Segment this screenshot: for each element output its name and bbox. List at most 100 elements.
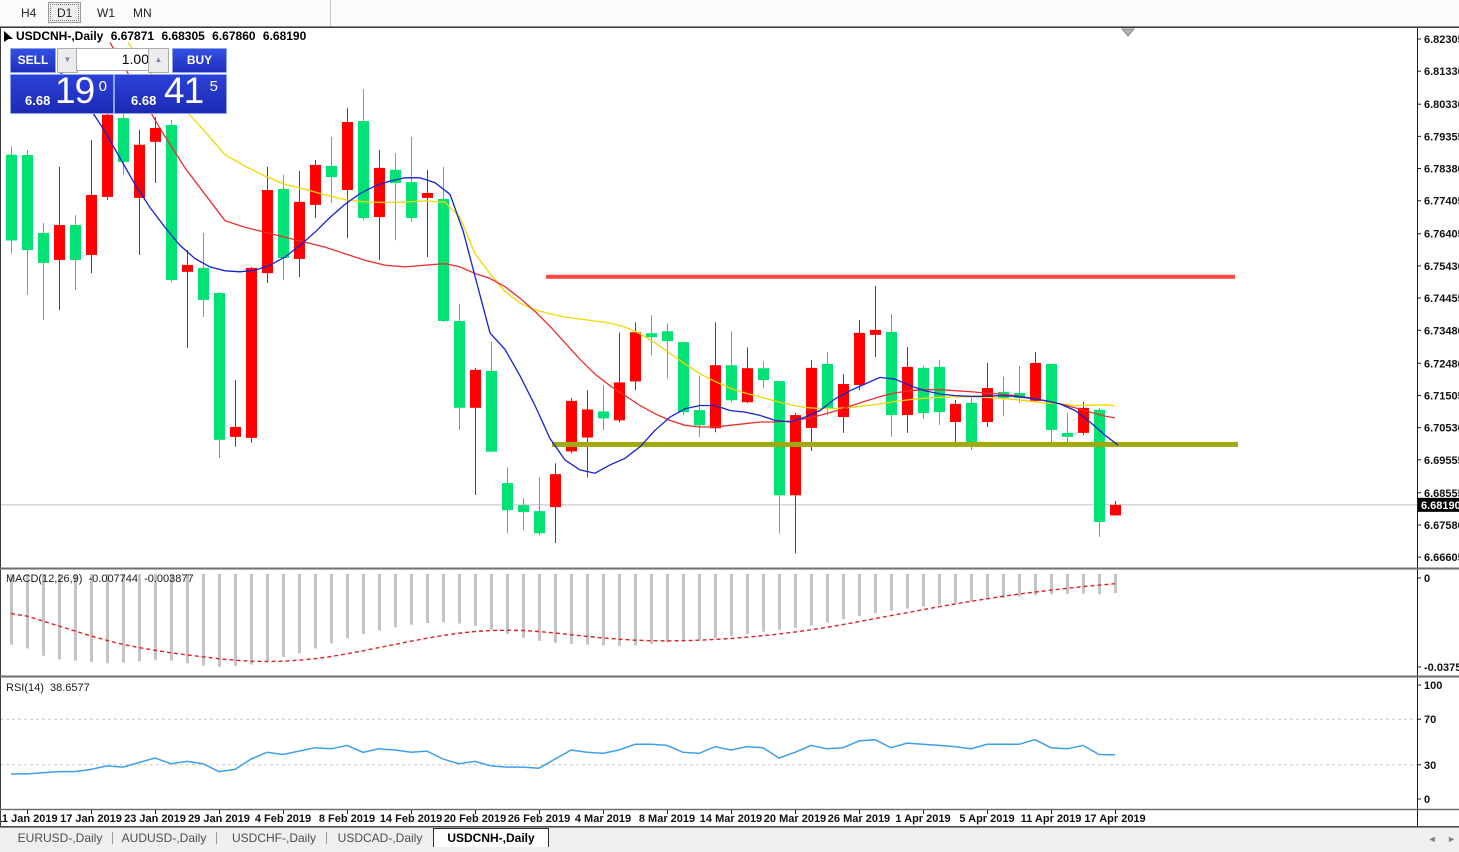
date-axis-label: 23 Jan 2019	[124, 813, 186, 825]
macd-scale-label: 0	[1424, 573, 1430, 585]
rsi-scale-label: 70	[1424, 714, 1436, 726]
sell-button[interactable]: SELL	[10, 48, 56, 73]
ma-slow-yellow-line	[127, 42, 1116, 410]
date-axis-label: 17 Apr 2019	[1084, 813, 1145, 825]
candle-body	[550, 474, 561, 508]
chart-cursor-icon	[4, 31, 13, 42]
timeframe-mn-button[interactable]: MN	[124, 2, 161, 23]
macd-name: MACD(12,26,9)	[6, 573, 83, 585]
candle-body	[326, 165, 337, 178]
ohlc-low: 6.67860	[212, 29, 256, 43]
candle-body	[662, 331, 673, 342]
volume-input[interactable]: 1.00	[76, 48, 156, 71]
candle-body	[518, 505, 529, 513]
candle-body	[534, 511, 545, 534]
candle-body	[758, 368, 769, 381]
candle-body	[230, 426, 241, 437]
buy-button[interactable]: BUY	[172, 48, 227, 73]
tab-usdcnh-daily-active[interactable]: USDCNH-,Daily	[433, 828, 549, 847]
sell-price-main: 19	[55, 70, 95, 111]
price-axis-label: 6.76405	[1424, 229, 1459, 241]
date-axis-label: 14 Feb 2019	[380, 813, 442, 825]
candle-body	[54, 224, 65, 260]
price-axis-label: 6.77405	[1424, 196, 1459, 208]
sell-price-box[interactable]: 6.68 19 0	[10, 70, 114, 114]
date-axis-label: 11 Apr 2019	[1021, 813, 1082, 825]
candle-body	[486, 370, 497, 452]
rsi-value: 38.6577	[49, 682, 90, 694]
candle-body	[582, 409, 593, 438]
buy-price-box[interactable]: 6.68 41 5	[114, 70, 227, 114]
candle-body	[134, 144, 145, 198]
candle-body	[1110, 504, 1121, 516]
timeframe-d1-button[interactable]: D1	[48, 2, 82, 23]
date-axis-label: 20 Mar 2019	[764, 813, 826, 825]
tab-eurusd-daily[interactable]: EURUSD-,Daily	[17, 831, 103, 845]
one-click-trade-panel: SELL ▼ 1.00 ▲ BUY 6.68 19 0 6.68 41 5	[10, 47, 227, 114]
date-axis-label: 11 Jan 2019	[0, 813, 58, 825]
date-axis-label: 26 Feb 2019	[508, 813, 570, 825]
date-axis-label: 8 Feb 2019	[319, 813, 375, 825]
candle-body	[166, 124, 177, 281]
price-axis-label: 6.69555	[1424, 455, 1459, 467]
tab-separator	[216, 832, 217, 844]
ohlc-high: 6.68305	[161, 29, 205, 43]
candle-body	[406, 182, 417, 219]
tab-usdcad-daily[interactable]: USDCAD-,Daily	[337, 831, 423, 845]
candle-body	[102, 114, 113, 197]
price-axis-label: 6.79355	[1424, 131, 1459, 143]
current-price-tag-text: 6.68190	[1421, 500, 1459, 512]
candle-body	[870, 329, 881, 335]
tab-audusd-daily[interactable]: AUDUSD-,Daily	[121, 831, 207, 845]
timeframe-w1-button[interactable]: W1	[88, 2, 124, 23]
candle-body	[278, 189, 289, 258]
price-axis-label: 6.78380	[1424, 164, 1459, 176]
candle-body	[950, 403, 961, 423]
rsi-label: RSI(14) 38.6577	[6, 682, 93, 694]
resistance-trendline[interactable]	[546, 274, 1235, 279]
candle-body	[1062, 432, 1073, 437]
macd-main-value: -0.007744	[88, 573, 139, 585]
buy-price-pipette: 5	[209, 78, 218, 95]
chart-ohlc-header: USDCNH-,Daily 6.67871 6.68305 6.67860 6.…	[16, 29, 310, 43]
tab-usdchf-daily[interactable]: USDCHF-,Daily	[232, 831, 316, 845]
timeframe-h4-button[interactable]: H4	[12, 2, 45, 23]
ohlc-close: 6.68190	[262, 29, 307, 43]
candle-body	[598, 411, 609, 419]
tab-scroll-left-icon[interactable]: ◄	[1427, 834, 1437, 844]
candle-body	[454, 321, 465, 408]
candle-body	[470, 369, 481, 408]
chart-shift-marker-icon[interactable]	[1120, 28, 1136, 37]
support-trendline[interactable]	[552, 441, 1238, 447]
candle-body	[214, 292, 225, 440]
candle-body	[774, 381, 785, 496]
buy-price-prefix: 6.68	[131, 93, 157, 108]
candle-body	[1094, 409, 1105, 523]
price-axis-label: 6.74455	[1424, 293, 1459, 305]
candle-body	[678, 342, 689, 413]
candle-body	[422, 192, 433, 198]
macd-signal-value: -0.003877	[144, 573, 194, 585]
candle-body	[966, 402, 977, 446]
candle-body	[1046, 363, 1057, 430]
current-price-tag	[1418, 497, 1459, 512]
rsi-scale-label: 30	[1424, 760, 1436, 772]
date-axis-label: 4 Feb 2019	[255, 813, 311, 825]
candle-body	[246, 267, 257, 438]
candle-body	[742, 368, 753, 403]
date-axis-label: 8 Mar 2019	[639, 813, 695, 825]
price-axis-label: 6.72480	[1424, 358, 1459, 370]
rsi-name: RSI(14)	[6, 682, 44, 694]
symbol-tab-bar: EURUSD-,Daily AUDUSD-,Daily USDCHF-,Dail…	[0, 827, 1459, 852]
price-axis-label: 6.80330	[1424, 99, 1459, 111]
candle-body	[182, 264, 193, 272]
candle-body	[342, 122, 353, 190]
candle-body	[294, 201, 305, 259]
price-axis-label: 6.73480	[1424, 325, 1459, 337]
volume-increase-button[interactable]: ▲	[148, 48, 169, 73]
tab-scroll-right-icon[interactable]: ►	[1447, 834, 1456, 844]
chart-symbol-period: USDCNH-,Daily	[16, 29, 104, 43]
candle-body	[198, 267, 209, 300]
